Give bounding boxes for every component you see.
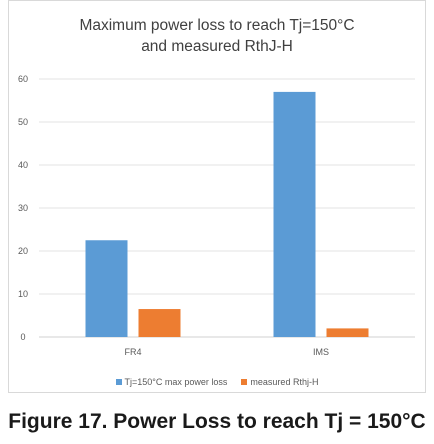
y-tick-label-40: 40 xyxy=(18,160,28,170)
chart-title: Maximum power loss to reach Tj=150°C and… xyxy=(9,15,425,57)
legend-swatch-max-power-loss xyxy=(115,379,122,385)
y-tick-label-30: 30 xyxy=(18,203,28,213)
figure-caption: Figure 17. Power Loss to reach Tj = 150°… xyxy=(8,410,426,433)
legend-swatch-rthj-h xyxy=(241,379,248,385)
bar-ims-series-2 xyxy=(326,328,369,337)
chart-title-line-1: Maximum power loss to reach Tj=150°C xyxy=(79,17,355,34)
bar-ims-series-1 xyxy=(273,91,316,338)
legend-item-rthj-h: measured Rthj-H xyxy=(241,377,318,387)
y-tick-label-60: 60 xyxy=(18,74,28,84)
y-tick-label-0: 0 xyxy=(20,332,25,342)
chart-title-line-2: and measured RthJ-H xyxy=(141,38,293,55)
bar-fr4-series-1 xyxy=(85,240,128,337)
y-tick-label-50: 50 xyxy=(18,117,28,127)
legend: Tj=150°C max power loss measured Rthj-H xyxy=(9,377,425,387)
x-tick-label-fr4: FR4 xyxy=(124,347,141,357)
bars xyxy=(85,91,369,338)
x-tick-labels: FR4 IMS xyxy=(124,347,329,357)
legend-item-max-power-loss: Tj=150°C max power loss xyxy=(115,377,228,387)
chart-area: Maximum power loss to reach Tj=150°C and… xyxy=(8,0,426,393)
x-tick-label-ims: IMS xyxy=(313,347,329,357)
plot-svg: 0 10 20 30 40 50 60 FR4 IMS xyxy=(18,74,415,357)
bar-fr4-series-2 xyxy=(138,309,181,337)
y-tick-label-10: 10 xyxy=(18,289,28,299)
legend-label-rthj-h: measured Rthj-H xyxy=(250,377,319,387)
y-tick-label-20: 20 xyxy=(18,246,28,256)
y-tick-labels: 0 10 20 30 40 50 60 xyxy=(18,74,28,342)
legend-label-max-power-loss: Tj=150°C max power loss xyxy=(124,377,228,387)
